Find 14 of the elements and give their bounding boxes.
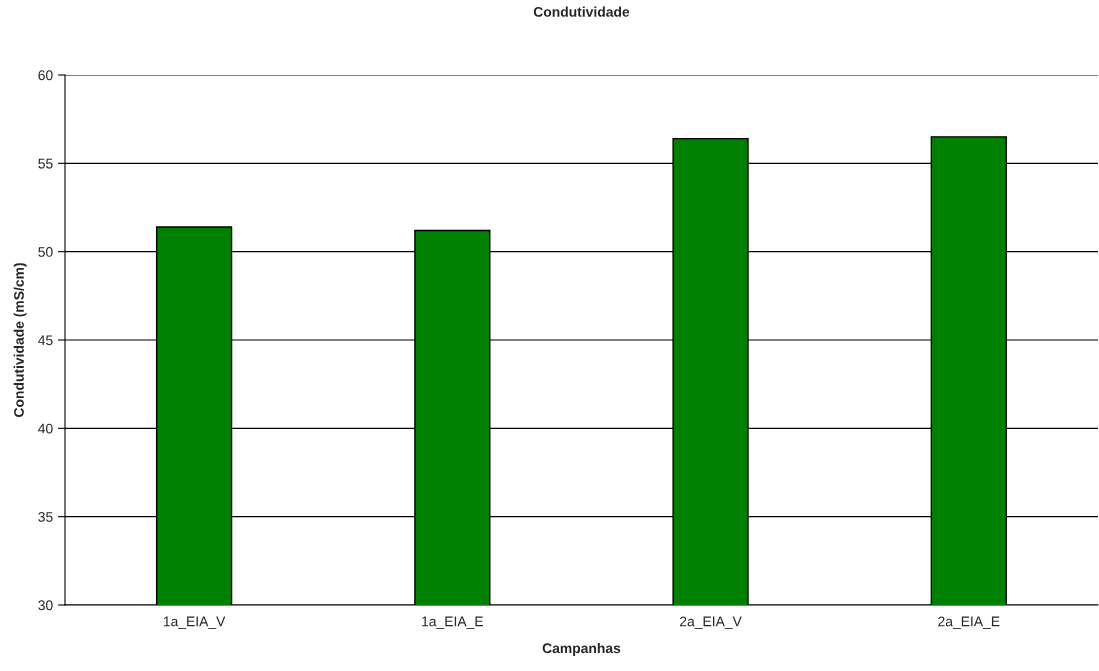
x-axis-title: Campanhas xyxy=(542,642,621,656)
y-tick-label: 40 xyxy=(38,423,53,434)
x-tick-label: 1a_EIA_E xyxy=(422,616,484,629)
chart-title: Condutividade xyxy=(533,6,630,17)
x-tick-label: 2a_EIA_E xyxy=(938,616,1000,629)
y-tick-label: 45 xyxy=(38,335,53,346)
y-tick-label: 55 xyxy=(38,158,53,169)
y-tick-label: 60 xyxy=(38,70,53,81)
x-tick-label: 2a_EIA_V xyxy=(679,616,742,629)
y-tick-label: 35 xyxy=(38,512,53,522)
x-tick-label: 1a_EIA_V xyxy=(163,616,226,629)
y-tick-label: 30 xyxy=(38,600,53,611)
y-axis-title: Condutividade (mS/cm) xyxy=(13,263,27,417)
y-tick-label: 50 xyxy=(38,247,53,257)
